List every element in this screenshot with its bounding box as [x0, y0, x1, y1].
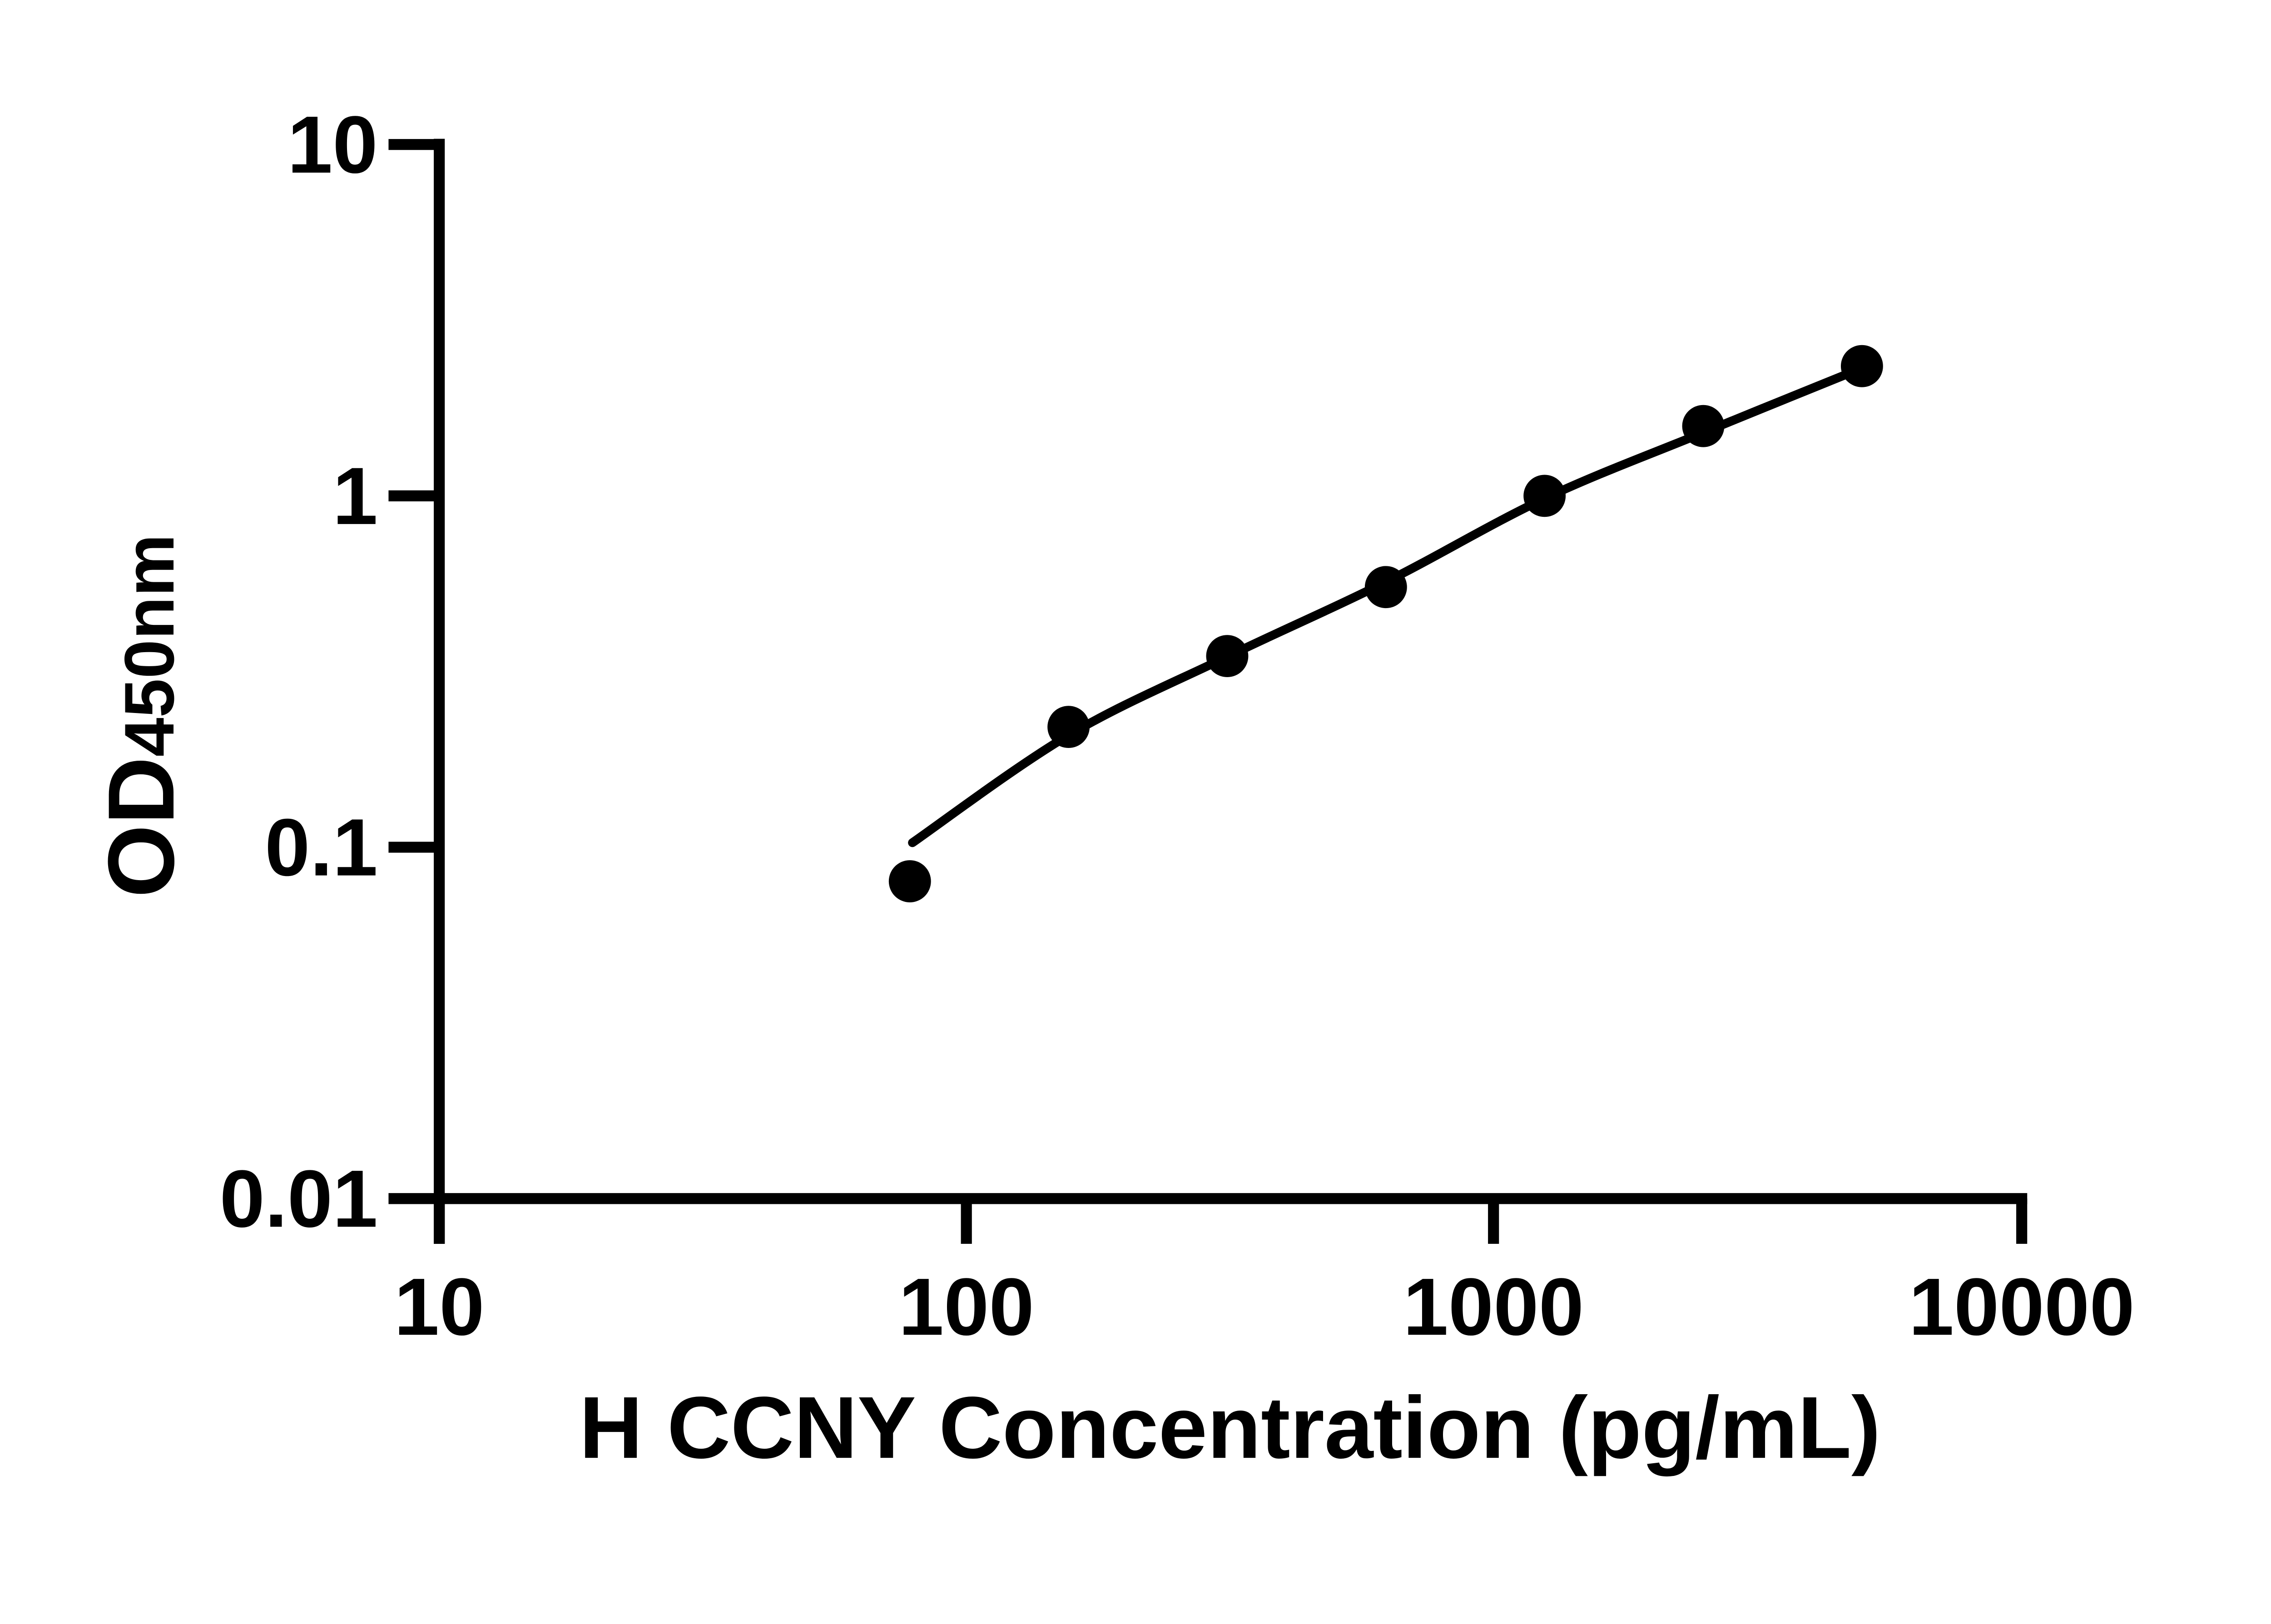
x-tick-label: 1000 [1403, 1261, 1584, 1352]
data-point [1364, 566, 1407, 609]
data-point [1682, 405, 1725, 447]
data-point [1523, 475, 1566, 517]
data-point [888, 860, 931, 902]
x-tick-label: 10000 [1909, 1261, 2135, 1352]
y-axis-ticks [388, 139, 440, 1204]
data-point [1840, 345, 1883, 387]
data-point [1206, 635, 1249, 678]
chart-canvas: 10 100 1000 10000 10 1 0.1 0.01 H CCNY Concent… [0, 0, 2271, 1570]
axes [434, 139, 2028, 1244]
x-axis-ticks [434, 1198, 2028, 1244]
y-tick-label: 0.1 [265, 802, 378, 893]
x-axis-tick-labels: 10 100 1000 10000 [394, 1261, 2135, 1352]
data-point [1047, 706, 1090, 748]
y-axis-tick-labels: 10 1 0.1 0.01 [220, 99, 378, 1244]
x-tick-label: 10 [394, 1261, 485, 1352]
x-axis-title: H CCNY Concentration (pg/mL) [579, 1378, 1880, 1476]
y-tick-label: 0.01 [220, 1153, 378, 1244]
y-axis-title-subscript: 450nm [110, 534, 188, 757]
chart-background [0, 0, 2271, 1570]
standard-curve-chart: 10 100 1000 10000 10 1 0.1 0.01 H CCNY Concent… [0, 0, 2271, 1570]
y-axis-title-main: OD [89, 757, 193, 897]
y-tick-label: 1 [332, 451, 378, 541]
y-tick-label: 10 [288, 99, 378, 190]
x-tick-label: 100 [898, 1261, 1034, 1352]
data-point-layer [888, 345, 1883, 902]
y-axis-title: OD450nm [89, 534, 193, 898]
